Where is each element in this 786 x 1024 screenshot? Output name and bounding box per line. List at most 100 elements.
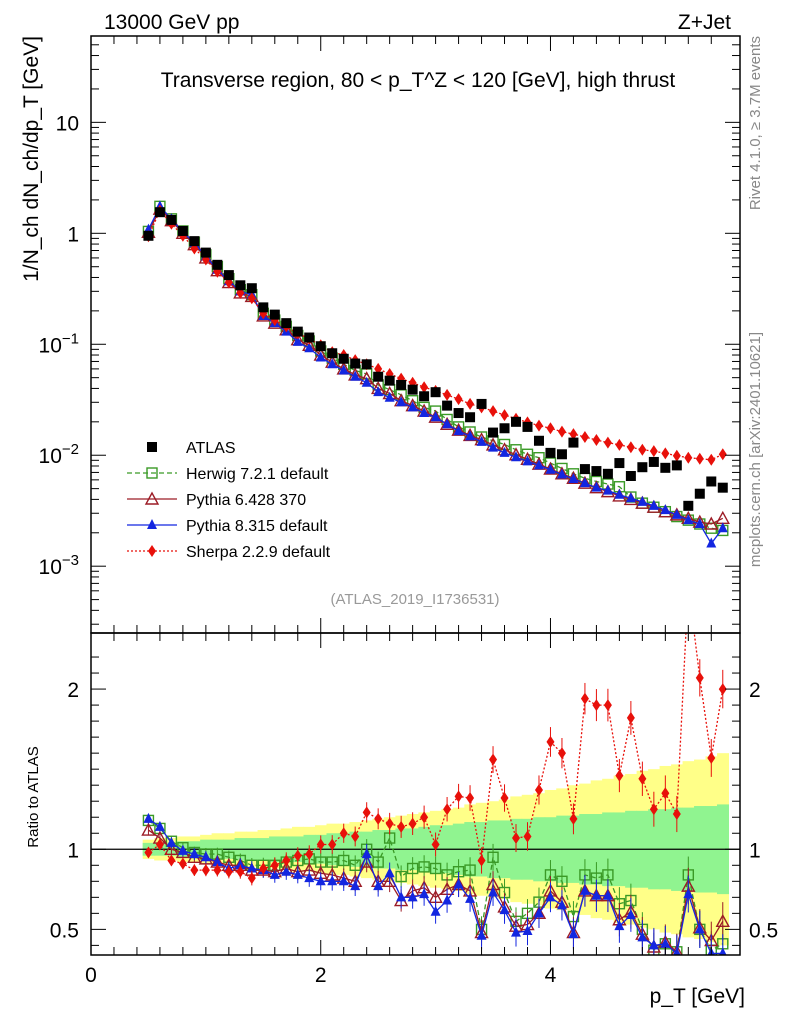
ratio-point (673, 947, 681, 955)
main-point (442, 418, 453, 429)
legend-label: Sherpa 2.2.9 default (186, 544, 331, 561)
main-point (177, 225, 188, 236)
ratio-point (523, 830, 532, 843)
main-point (454, 393, 463, 406)
main-point (568, 473, 579, 484)
main-point (660, 462, 671, 473)
main-point (499, 446, 510, 457)
ratio-point (316, 838, 325, 851)
ratio-point (592, 699, 601, 712)
ratio-point (715, 913, 730, 928)
main-point (626, 441, 635, 454)
main-point (327, 348, 338, 359)
ratio-point (556, 875, 568, 888)
ratio-y-tick-label: 1 (67, 839, 79, 862)
x-axis-label: p_T [GeV] (650, 985, 745, 1008)
main-point (361, 359, 372, 370)
main-point (361, 376, 372, 387)
main-point (489, 405, 498, 418)
main-point (683, 514, 694, 525)
main-point (488, 441, 499, 452)
ratio-point (420, 811, 429, 824)
main-point (715, 510, 730, 525)
x-tick-label: 4 (545, 964, 557, 987)
main-point (420, 381, 429, 394)
main-point (430, 387, 441, 398)
ratio-point (154, 820, 165, 831)
main-point (615, 438, 624, 451)
main-point (430, 411, 441, 422)
y-tick-label-main: 10−2 (39, 441, 79, 468)
legend-entry: Pythia 8.315 default (127, 518, 328, 535)
main-point (684, 451, 693, 464)
ratio-point (246, 862, 257, 873)
ratio-point (200, 851, 211, 862)
main-point (706, 476, 717, 487)
ratio-point (315, 875, 326, 886)
main-point (672, 449, 681, 462)
ratio-point (328, 838, 337, 851)
main-point (453, 408, 464, 419)
ratio-point (349, 859, 361, 871)
ratio-point (384, 867, 395, 878)
ratio-point (602, 889, 613, 900)
ratio-point (167, 854, 176, 867)
main-point (384, 391, 395, 402)
header-left: 13000 GeV pp (104, 11, 239, 34)
ratio-point (545, 891, 556, 902)
main-point (534, 419, 543, 432)
ratio-point (270, 859, 279, 872)
plot-title: Transverse region, 80 < p_T^Z < 120 [GeV… (161, 69, 676, 92)
ratio-point (489, 753, 498, 766)
ratio-point (672, 808, 681, 821)
ratio-point (418, 861, 430, 873)
y-tick-label-main: 10 (56, 112, 79, 135)
ratio-point (361, 848, 372, 859)
main-point (327, 358, 338, 369)
ratio-point (385, 817, 394, 830)
main-point (533, 459, 544, 470)
main-point (683, 500, 694, 511)
legend-label: Herwig 7.2.1 default (186, 466, 329, 483)
ratio-y-tick-label-right: 1 (749, 839, 761, 862)
ratio-point (189, 848, 200, 859)
main-point (625, 470, 636, 481)
ratio-point (430, 905, 441, 916)
ratio-point (351, 830, 360, 843)
ratio-point (661, 787, 670, 800)
header-right: Z+Jet (678, 11, 731, 34)
main-point (384, 375, 395, 386)
ratio-point (327, 875, 338, 886)
main-point (465, 412, 476, 423)
main-point (522, 455, 533, 466)
ratio-point (614, 920, 625, 931)
ratio-point (580, 692, 589, 705)
ratio-point (339, 827, 348, 840)
main-point (292, 326, 303, 337)
legend-label: ATLAS (186, 440, 236, 457)
ratio-point (500, 792, 509, 805)
main-point (614, 458, 625, 469)
main-point (579, 477, 590, 488)
ratio-point (660, 937, 671, 948)
main-point (569, 428, 578, 441)
main-point (419, 391, 430, 402)
ratio-point (304, 872, 315, 883)
legend-label: Pythia 8.315 default (186, 518, 328, 535)
main-point (669, 507, 685, 521)
main-point (533, 435, 544, 446)
main-point (695, 452, 704, 465)
ratio-point (166, 836, 177, 847)
ratio-point (569, 812, 578, 825)
ratio-point (429, 862, 442, 875)
main-point (545, 447, 556, 458)
main-point (439, 416, 455, 431)
main-point (717, 482, 728, 493)
ratio-point (546, 735, 555, 748)
ratio-point (556, 899, 567, 910)
main-point (453, 425, 464, 436)
ratio-point (454, 790, 463, 803)
ratio-point (512, 832, 521, 845)
main-point (235, 280, 246, 291)
ratio-point (718, 683, 727, 696)
